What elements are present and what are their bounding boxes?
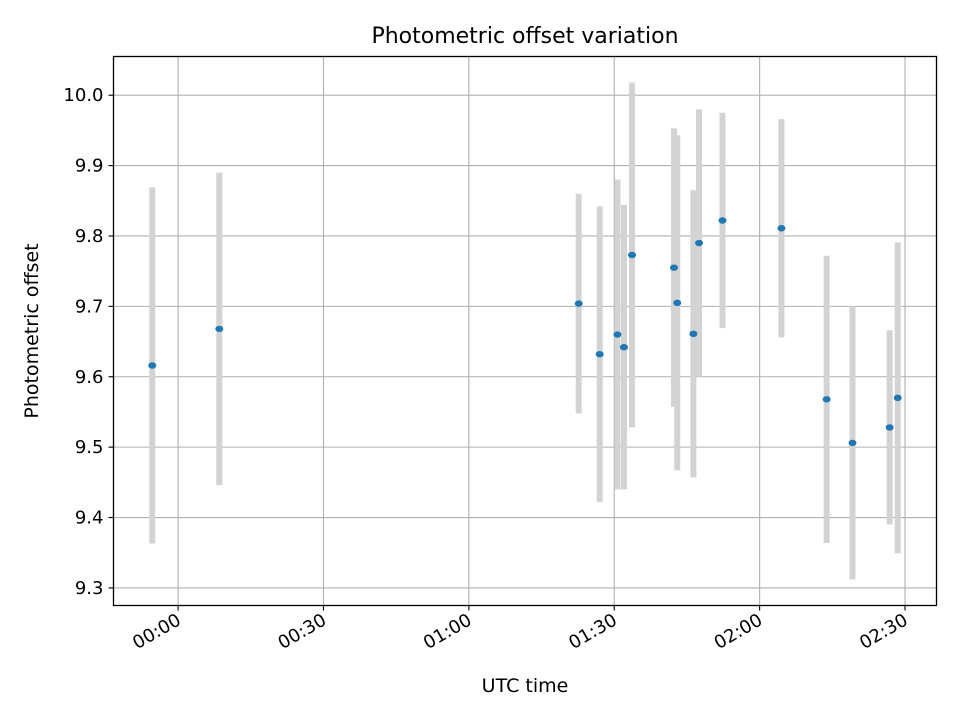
y-tick-label: 9.7 — [75, 296, 104, 317]
y-tick-label: 9.6 — [75, 367, 104, 388]
grid-layer — [113, 56, 937, 606]
data-point — [689, 330, 698, 338]
data-point — [595, 351, 604, 358]
data-point — [848, 439, 857, 447]
y-tick-label: 9.5 — [75, 437, 104, 458]
point-layer — [148, 217, 902, 447]
y-tick-layer: 9.3 9.4 9.5 9.6 9.7 9.8 9.9 10.0 — [63, 85, 114, 599]
data-point — [673, 299, 682, 307]
y-tick-label: 9.8 — [75, 226, 104, 247]
data-point — [613, 331, 622, 338]
y-tick-label: 10.0 — [63, 85, 103, 106]
data-point — [215, 325, 224, 333]
y-tick-label: 9.3 — [75, 578, 104, 599]
data-point — [628, 251, 637, 259]
data-point — [619, 343, 628, 351]
data-point — [148, 362, 157, 369]
x-axis-label: UTC time — [482, 675, 569, 697]
data-point — [574, 300, 583, 307]
data-point — [695, 239, 704, 247]
plot-area-frame — [112, 55, 938, 607]
y-tick-label: 9.9 — [75, 156, 104, 177]
data-point — [885, 424, 894, 431]
data-point — [670, 264, 679, 271]
y-axis-label: Photometric offset — [21, 243, 43, 418]
chart-title: Photometric offset variation — [371, 24, 678, 49]
data-point — [893, 394, 902, 402]
data-point — [718, 217, 727, 224]
data-point — [822, 396, 831, 403]
data-point — [777, 225, 786, 232]
y-tick-label: 9.4 — [75, 508, 104, 529]
